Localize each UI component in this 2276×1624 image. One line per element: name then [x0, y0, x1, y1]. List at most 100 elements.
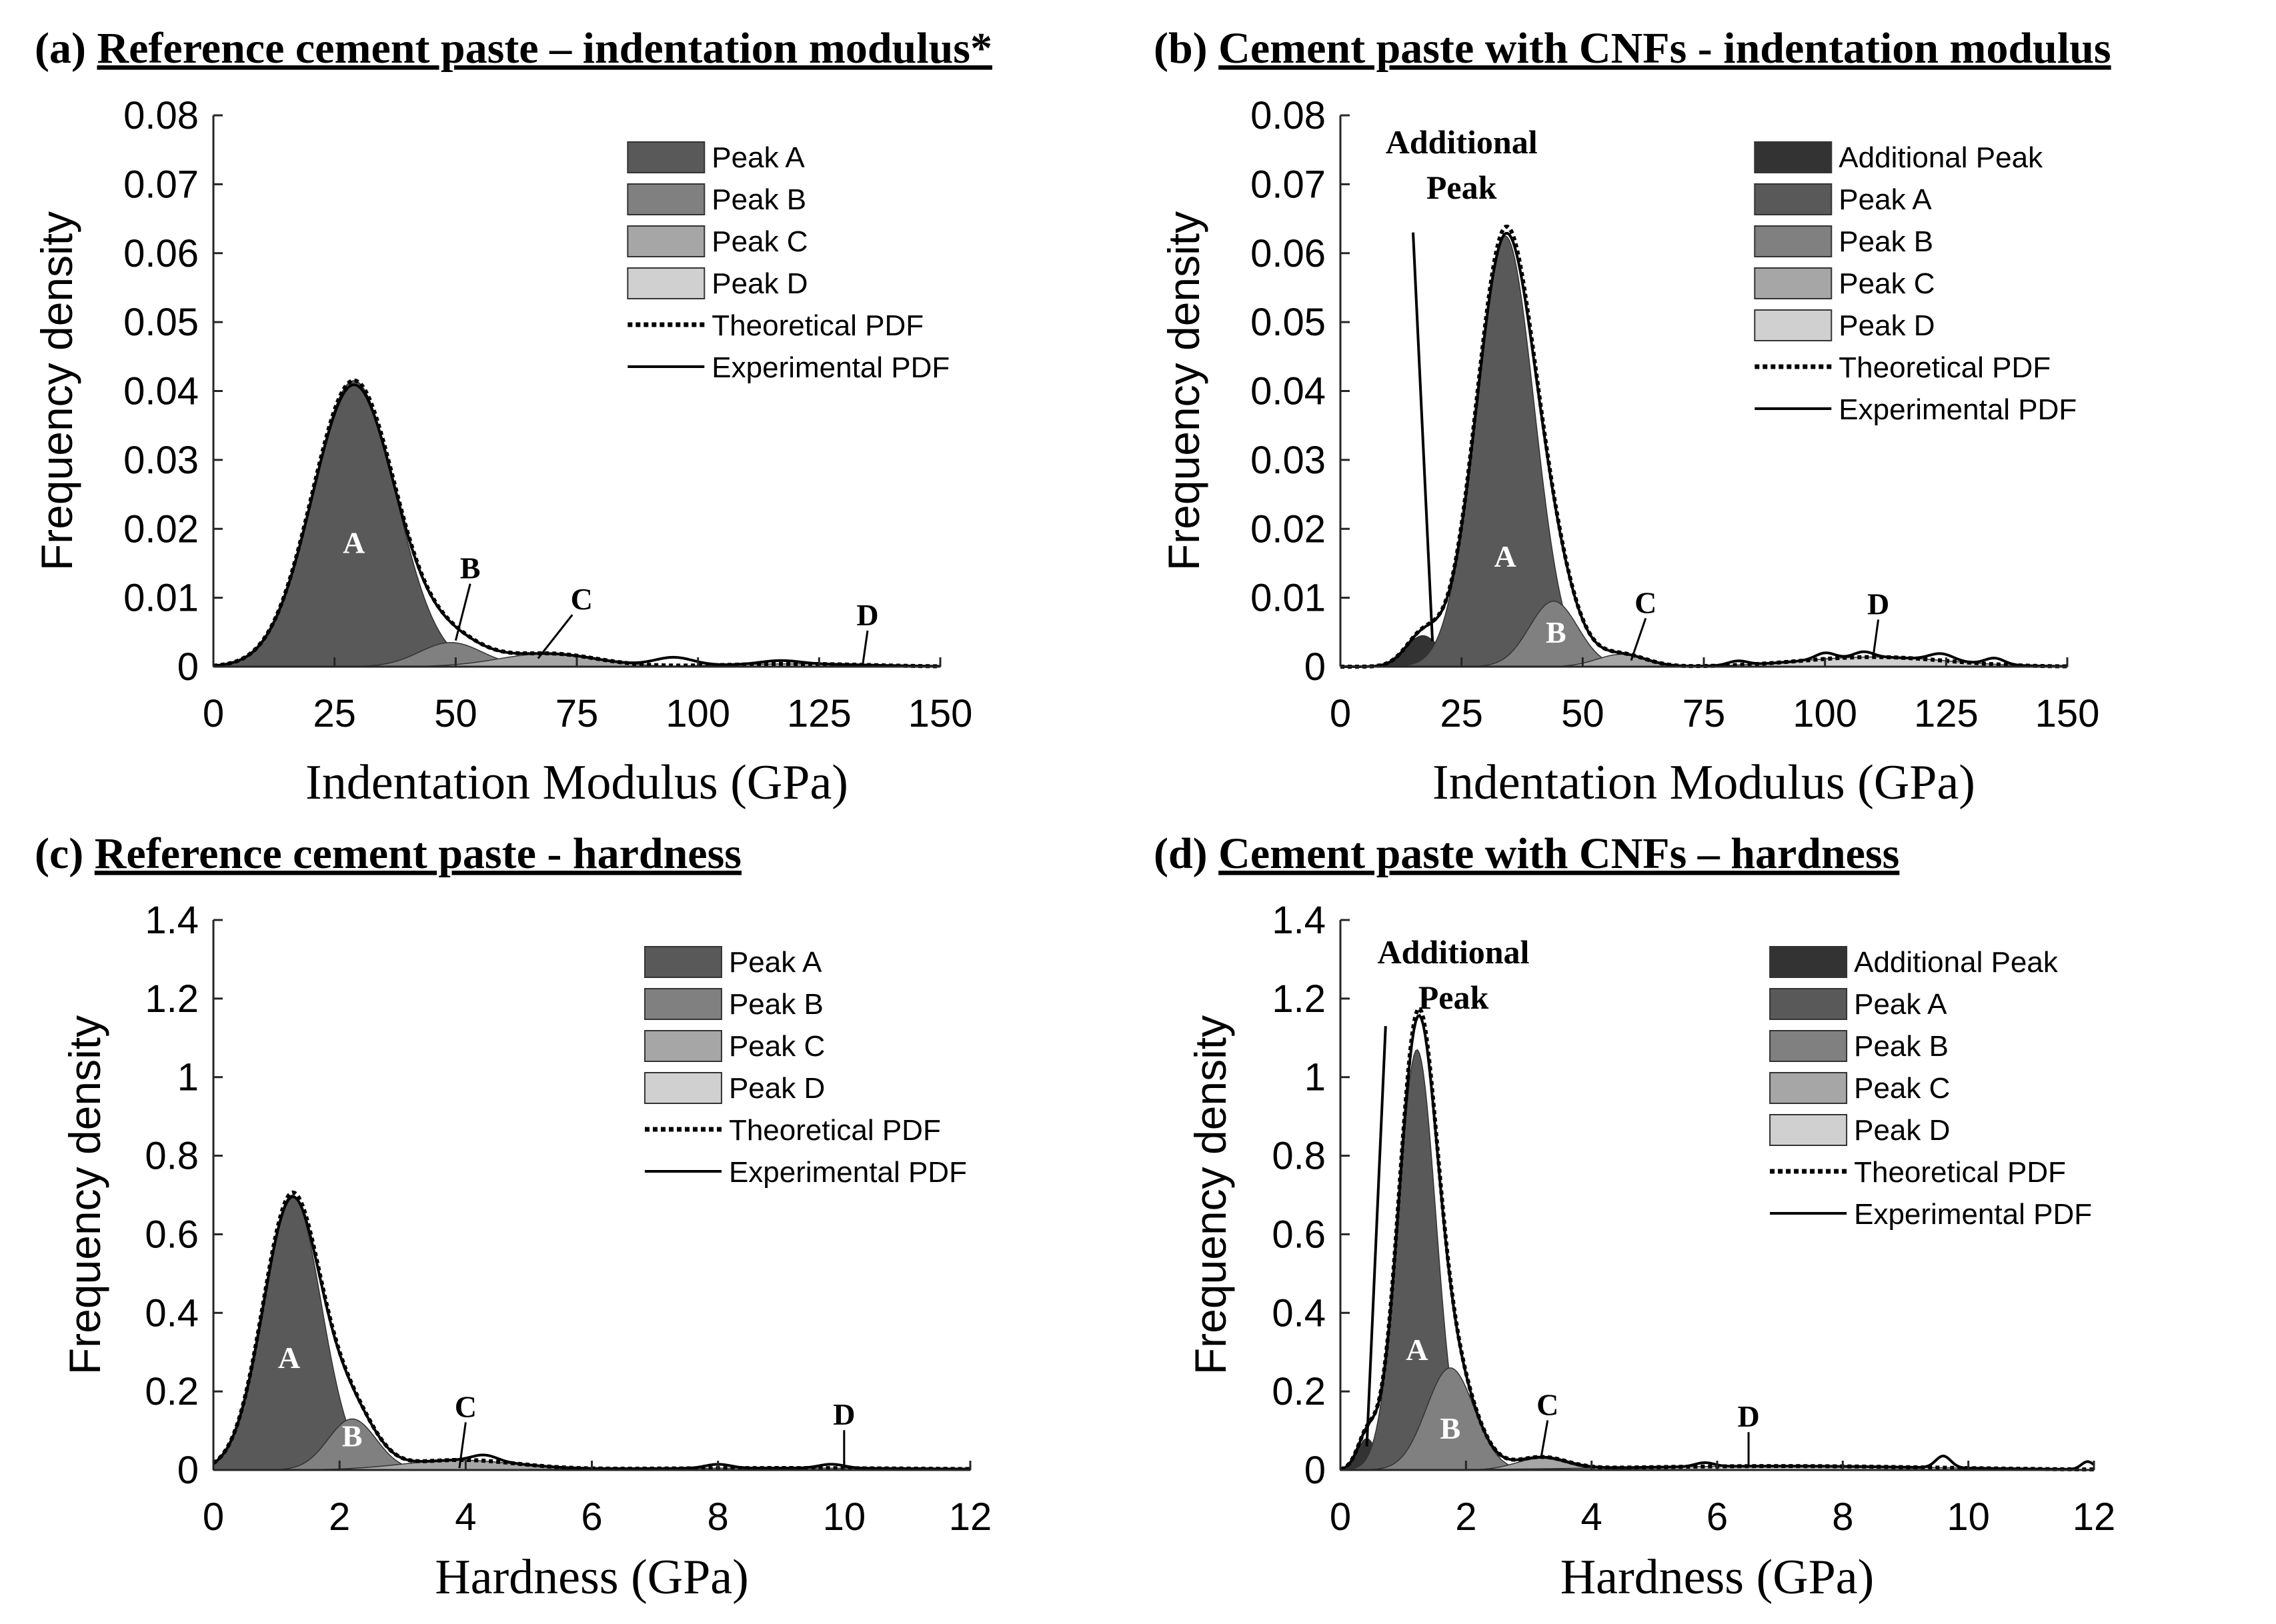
- legend-swatch-peak-c: [644, 1030, 722, 1062]
- legend-swatch-peak-b: [1754, 225, 1833, 257]
- x-tick-label: 2: [329, 1495, 350, 1539]
- peak-label-c: C: [571, 582, 593, 616]
- peak-label-a: A: [278, 1341, 300, 1375]
- y-tick-label: 0.2: [1272, 1370, 1326, 1413]
- legend-swatch-peak-a: [627, 141, 706, 173]
- chart-panel-d: (d) Cement paste with CNFs – hardness 0 0.…: [1154, 829, 2115, 1605]
- y-tick-label: 0.04: [123, 370, 199, 413]
- y-tick-label: 0.08: [1250, 94, 1326, 137]
- legend-label: Theoretical PDF: [1839, 351, 2051, 384]
- x-tick-label: 0: [203, 692, 224, 735]
- x-tick-label: 8: [708, 1495, 729, 1539]
- legend-swatch-peak-a: [1769, 988, 1848, 1020]
- legend-swatch-peak-a: [644, 946, 722, 978]
- y-tick-label: 0.8: [145, 1135, 199, 1178]
- peak-label-d: D: [833, 1397, 855, 1431]
- y-tick-label: 0.05: [1250, 301, 1326, 344]
- legend-label: Peak C: [712, 225, 808, 258]
- y-tick-label: 0: [1304, 645, 1326, 689]
- y-tick-label: 0.02: [1250, 507, 1326, 551]
- title-main: Cement paste with CNFs – hardness: [1218, 829, 1899, 878]
- legend-label: Peak D: [1839, 309, 1935, 342]
- y-tick-label: 0.6: [1272, 1213, 1326, 1256]
- x-axis-label: Hardness (GPa): [1560, 1550, 1875, 1605]
- legend-label: Theoretical PDF: [729, 1114, 941, 1147]
- y-tick-label: 0.02: [123, 507, 199, 551]
- chart-title: (a) Reference cement paste – indentation…: [35, 24, 992, 73]
- y-axis-label: Frequency density: [60, 1015, 109, 1375]
- x-tick-label: 100: [1793, 692, 1857, 735]
- legend-swatch-peak-a: [1754, 183, 1833, 215]
- legend-swatch-additional-peak: [1754, 141, 1833, 173]
- legend-label: Additional Peak: [1839, 141, 2043, 174]
- y-tick-label: 0.6: [145, 1213, 199, 1256]
- x-tick-label: 100: [666, 692, 730, 735]
- x-tick-label: 6: [581, 1495, 602, 1539]
- legend-swatch-peak-c: [627, 225, 706, 257]
- callout-line: Peak: [1418, 979, 1489, 1016]
- legend-label: Experimental PDF: [729, 1156, 967, 1189]
- legend-swatch-peak-d: [1754, 309, 1833, 341]
- peak-label-b: B: [460, 551, 481, 585]
- panel-letter: (c): [35, 829, 83, 878]
- peak-pointer-line: [458, 1422, 467, 1469]
- peak-label-d: D: [856, 598, 878, 632]
- peak-label-a: A: [1494, 539, 1516, 573]
- x-tick-label: 125: [787, 692, 852, 735]
- panel-letter: (a): [35, 24, 86, 73]
- title-main: Reference cement paste – indentation mod…: [97, 24, 992, 73]
- title-main: Cement paste with CNFs - indentation mod…: [1218, 24, 2111, 73]
- y-tick-label: 0: [177, 645, 199, 689]
- legend-swatch-peak-b: [1769, 1030, 1848, 1062]
- peak-label-a: A: [343, 525, 365, 559]
- legend-label: Peak B: [712, 183, 806, 216]
- legend-label: Peak B: [1839, 225, 1933, 258]
- x-tick-label: 50: [434, 692, 477, 735]
- peak-label-b: B: [1546, 615, 1566, 649]
- chart-title: (b) Cement paste with CNFs - indentation…: [1154, 24, 2111, 73]
- y-axis-label: Frequency density: [1159, 211, 1208, 571]
- x-tick-label: 8: [1832, 1495, 1853, 1539]
- x-tick-label: 125: [1914, 692, 1979, 735]
- x-tick-label: 0: [203, 1495, 224, 1539]
- legend-label: Peak A: [712, 141, 805, 174]
- x-tick-label: 6: [1706, 1495, 1728, 1539]
- x-tick-label: 2: [1455, 1495, 1476, 1539]
- y-tick-label: 1.4: [145, 899, 199, 942]
- x-tick-label: 4: [455, 1495, 476, 1539]
- x-tick-label: 4: [1581, 1495, 1602, 1539]
- legend-swatch-peak-c: [1754, 267, 1833, 299]
- legend-label: Experimental PDF: [712, 351, 950, 384]
- legend-label: Theoretical PDF: [712, 309, 924, 342]
- x-tick-label: 0: [1330, 692, 1351, 735]
- legend-label: Additional Peak: [1854, 946, 2059, 979]
- y-axis-label: Frequency density: [32, 211, 81, 571]
- chart-panel-c: (c) Reference cement paste - hardness 0 0.…: [35, 829, 992, 1605]
- additional-peak-callout: Additional Peak: [1378, 933, 1530, 1016]
- legend-label: Peak B: [729, 988, 824, 1021]
- x-axis-label: Hardness (GPa): [435, 1550, 749, 1605]
- x-tick-label: 75: [1682, 692, 1726, 735]
- panel-letter: (b): [1154, 24, 1208, 73]
- y-tick-label: 0.06: [1250, 232, 1326, 275]
- x-tick-label: 0: [1330, 1495, 1351, 1539]
- legend-swatch-peak-d: [1769, 1114, 1848, 1146]
- peak-label-a: A: [1406, 1333, 1428, 1367]
- peak-label-b: B: [1440, 1411, 1460, 1445]
- legend-swatch-peak-d: [644, 1072, 722, 1104]
- y-tick-label: 0: [177, 1449, 199, 1492]
- peak-pointer-line: [537, 614, 574, 659]
- peak-pointer-line: [454, 583, 471, 641]
- callout-line: Additional: [1386, 123, 1538, 161]
- y-axis-label: Frequency density: [1186, 1015, 1235, 1375]
- y-tick-label: 0.04: [1250, 370, 1326, 413]
- x-tick-label: 25: [313, 692, 356, 735]
- peak-area-peak-a: [1340, 235, 2067, 667]
- x-tick-label: 150: [908, 692, 973, 735]
- legend-swatch-peak-c: [1769, 1072, 1848, 1104]
- peak-area-peak-a: [213, 380, 940, 667]
- x-axis-label: Indentation Modulus (GPa): [1432, 755, 1975, 810]
- panel-letter: (d): [1154, 829, 1208, 878]
- y-tick-label: 0.03: [123, 439, 199, 482]
